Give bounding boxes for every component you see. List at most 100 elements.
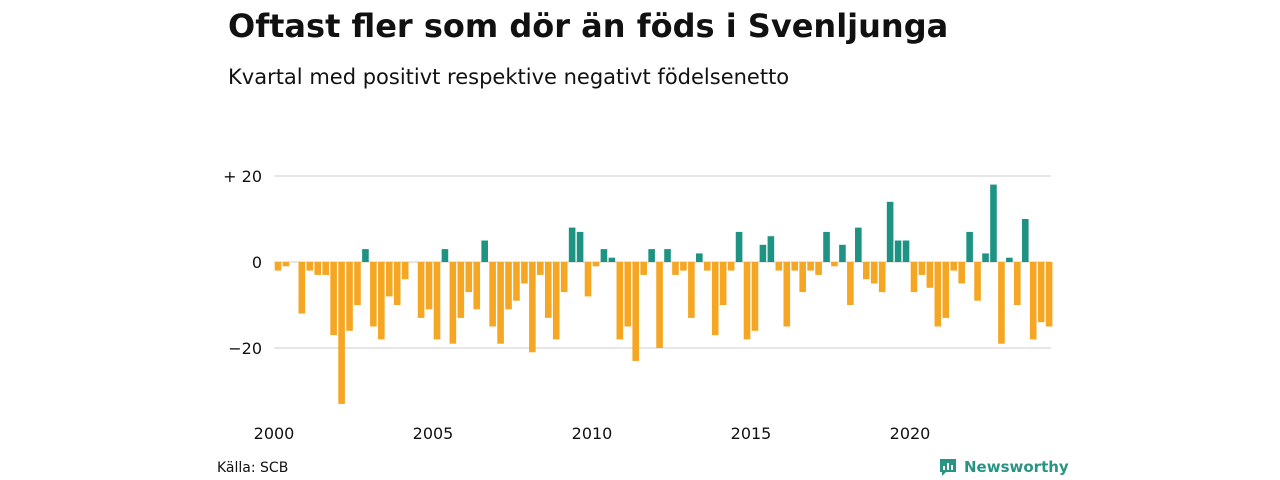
bar — [775, 262, 783, 271]
bar — [346, 262, 353, 331]
bar — [552, 262, 560, 340]
newsworthy-logo-icon — [940, 459, 956, 476]
bar — [942, 262, 950, 318]
bar — [950, 262, 958, 271]
bar — [465, 262, 473, 293]
bar — [743, 262, 751, 340]
bar — [473, 262, 481, 310]
bar — [298, 262, 306, 314]
bar — [505, 262, 512, 310]
y-tick-label: + 20 — [223, 167, 262, 186]
bar — [1045, 262, 1053, 327]
bar — [791, 262, 799, 271]
bar — [354, 262, 361, 305]
bar — [513, 262, 520, 301]
bar — [918, 262, 926, 275]
y-axis-labels: + 20 0 −20 — [223, 167, 262, 358]
bar — [600, 249, 608, 262]
bar — [322, 262, 329, 275]
bar — [521, 262, 528, 284]
bar — [847, 262, 854, 305]
brand-name: Newsworthy — [964, 458, 1069, 476]
bar — [1014, 262, 1021, 305]
bar-chart: + 20 0 −20 2000 2005 2010 2015 2020 — [223, 167, 1053, 443]
bar — [696, 253, 703, 262]
x-axis-labels: 2000 2005 2010 2015 2020 — [254, 424, 931, 443]
bar — [727, 262, 735, 271]
bar — [1029, 262, 1037, 340]
bar — [330, 262, 337, 336]
bar — [489, 262, 496, 327]
bar — [1006, 257, 1013, 262]
bar — [656, 262, 663, 348]
bars — [274, 184, 1053, 404]
bar — [417, 262, 425, 318]
bar — [998, 262, 1005, 344]
bar — [640, 262, 647, 275]
bar — [910, 262, 918, 293]
x-tick-label: 2020 — [890, 424, 931, 443]
bar — [982, 253, 989, 262]
bar — [362, 249, 369, 262]
bar — [282, 262, 290, 267]
bar — [799, 262, 806, 293]
bar — [831, 262, 838, 267]
bar — [839, 244, 846, 262]
bar — [616, 262, 624, 340]
bar — [378, 262, 385, 340]
bar — [902, 240, 910, 262]
bar — [966, 231, 973, 262]
bar — [648, 249, 655, 262]
bar — [664, 249, 671, 262]
bar — [544, 262, 552, 318]
bar — [537, 262, 544, 275]
x-tick-label: 2010 — [572, 424, 613, 443]
bar — [711, 262, 719, 336]
bar — [886, 201, 894, 262]
bar — [592, 262, 600, 267]
bar — [584, 262, 592, 297]
bar — [370, 262, 377, 327]
bar — [632, 262, 640, 361]
bar — [870, 262, 878, 284]
x-tick-label: 2000 — [254, 424, 295, 443]
bar — [767, 236, 775, 262]
bar — [934, 262, 942, 327]
bar — [433, 262, 441, 340]
bar — [926, 262, 934, 288]
x-tick-label: 2005 — [413, 424, 454, 443]
bar — [385, 262, 393, 297]
bar — [680, 262, 687, 271]
bar — [751, 262, 759, 331]
bar — [703, 262, 711, 271]
bar — [449, 262, 457, 344]
chart-title: Oftast fler som dör än föds i Svenljunga — [228, 7, 949, 45]
bar — [1037, 262, 1045, 323]
bar — [990, 184, 997, 262]
newsworthy-logo[interactable]: Newsworthy — [938, 456, 1069, 478]
y-tick-label: 0 — [252, 253, 262, 272]
bar — [457, 262, 465, 318]
bar — [688, 262, 695, 318]
bar — [576, 231, 584, 262]
bar — [306, 262, 314, 271]
bar — [529, 262, 536, 353]
bar — [608, 257, 616, 262]
bar — [735, 231, 743, 262]
bar — [815, 262, 822, 275]
bar — [719, 262, 727, 305]
bar — [568, 227, 576, 262]
bar — [338, 262, 345, 404]
bar — [807, 262, 814, 271]
bar — [497, 262, 504, 344]
bar — [624, 262, 632, 327]
bar — [393, 262, 401, 305]
bar — [672, 262, 679, 275]
bar — [1021, 219, 1029, 262]
bar — [481, 240, 488, 262]
bar — [314, 262, 322, 275]
bar — [560, 262, 568, 293]
bar — [274, 262, 282, 271]
y-tick-label: −20 — [228, 339, 262, 358]
bar — [425, 262, 433, 310]
